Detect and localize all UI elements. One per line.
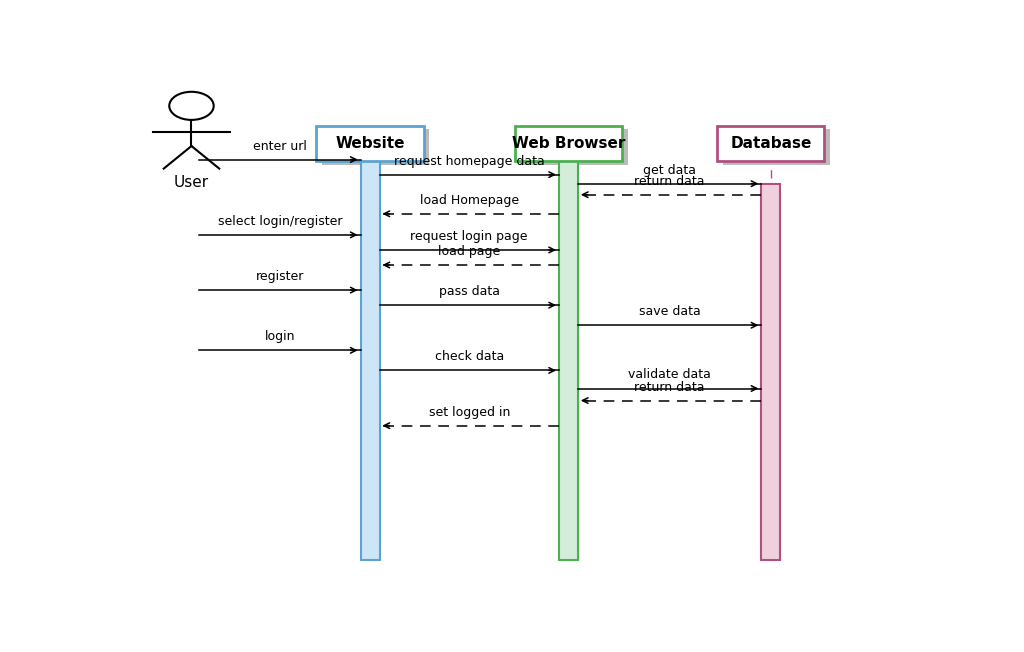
Bar — [322, 130, 429, 164]
Text: request homepage data: request homepage data — [394, 155, 545, 168]
Text: request login page: request login page — [411, 230, 528, 243]
Text: return data: return data — [635, 381, 705, 394]
Text: return data: return data — [635, 175, 705, 188]
Text: set logged in: set logged in — [429, 406, 510, 419]
Bar — [520, 130, 628, 164]
Text: Website: Website — [335, 136, 404, 151]
Text: enter url: enter url — [253, 140, 307, 153]
Text: pass data: pass data — [438, 285, 500, 298]
Bar — [360, 160, 380, 560]
Bar — [559, 160, 578, 560]
Text: save data: save data — [639, 305, 700, 318]
Text: select login/register: select login/register — [218, 215, 342, 228]
Bar — [515, 126, 622, 161]
Bar — [723, 130, 829, 164]
Text: User: User — [174, 175, 209, 190]
Text: register: register — [256, 270, 304, 283]
Text: validate data: validate data — [628, 368, 711, 381]
Text: load page: load page — [438, 245, 501, 258]
Text: get data: get data — [643, 164, 696, 177]
Text: check data: check data — [434, 350, 504, 363]
Text: Web Browser: Web Browser — [512, 136, 625, 151]
Text: load Homepage: load Homepage — [420, 194, 519, 207]
Text: Database: Database — [730, 136, 811, 151]
Bar — [717, 126, 824, 161]
Bar — [761, 184, 780, 560]
Bar — [316, 126, 424, 161]
Text: login: login — [265, 331, 295, 344]
